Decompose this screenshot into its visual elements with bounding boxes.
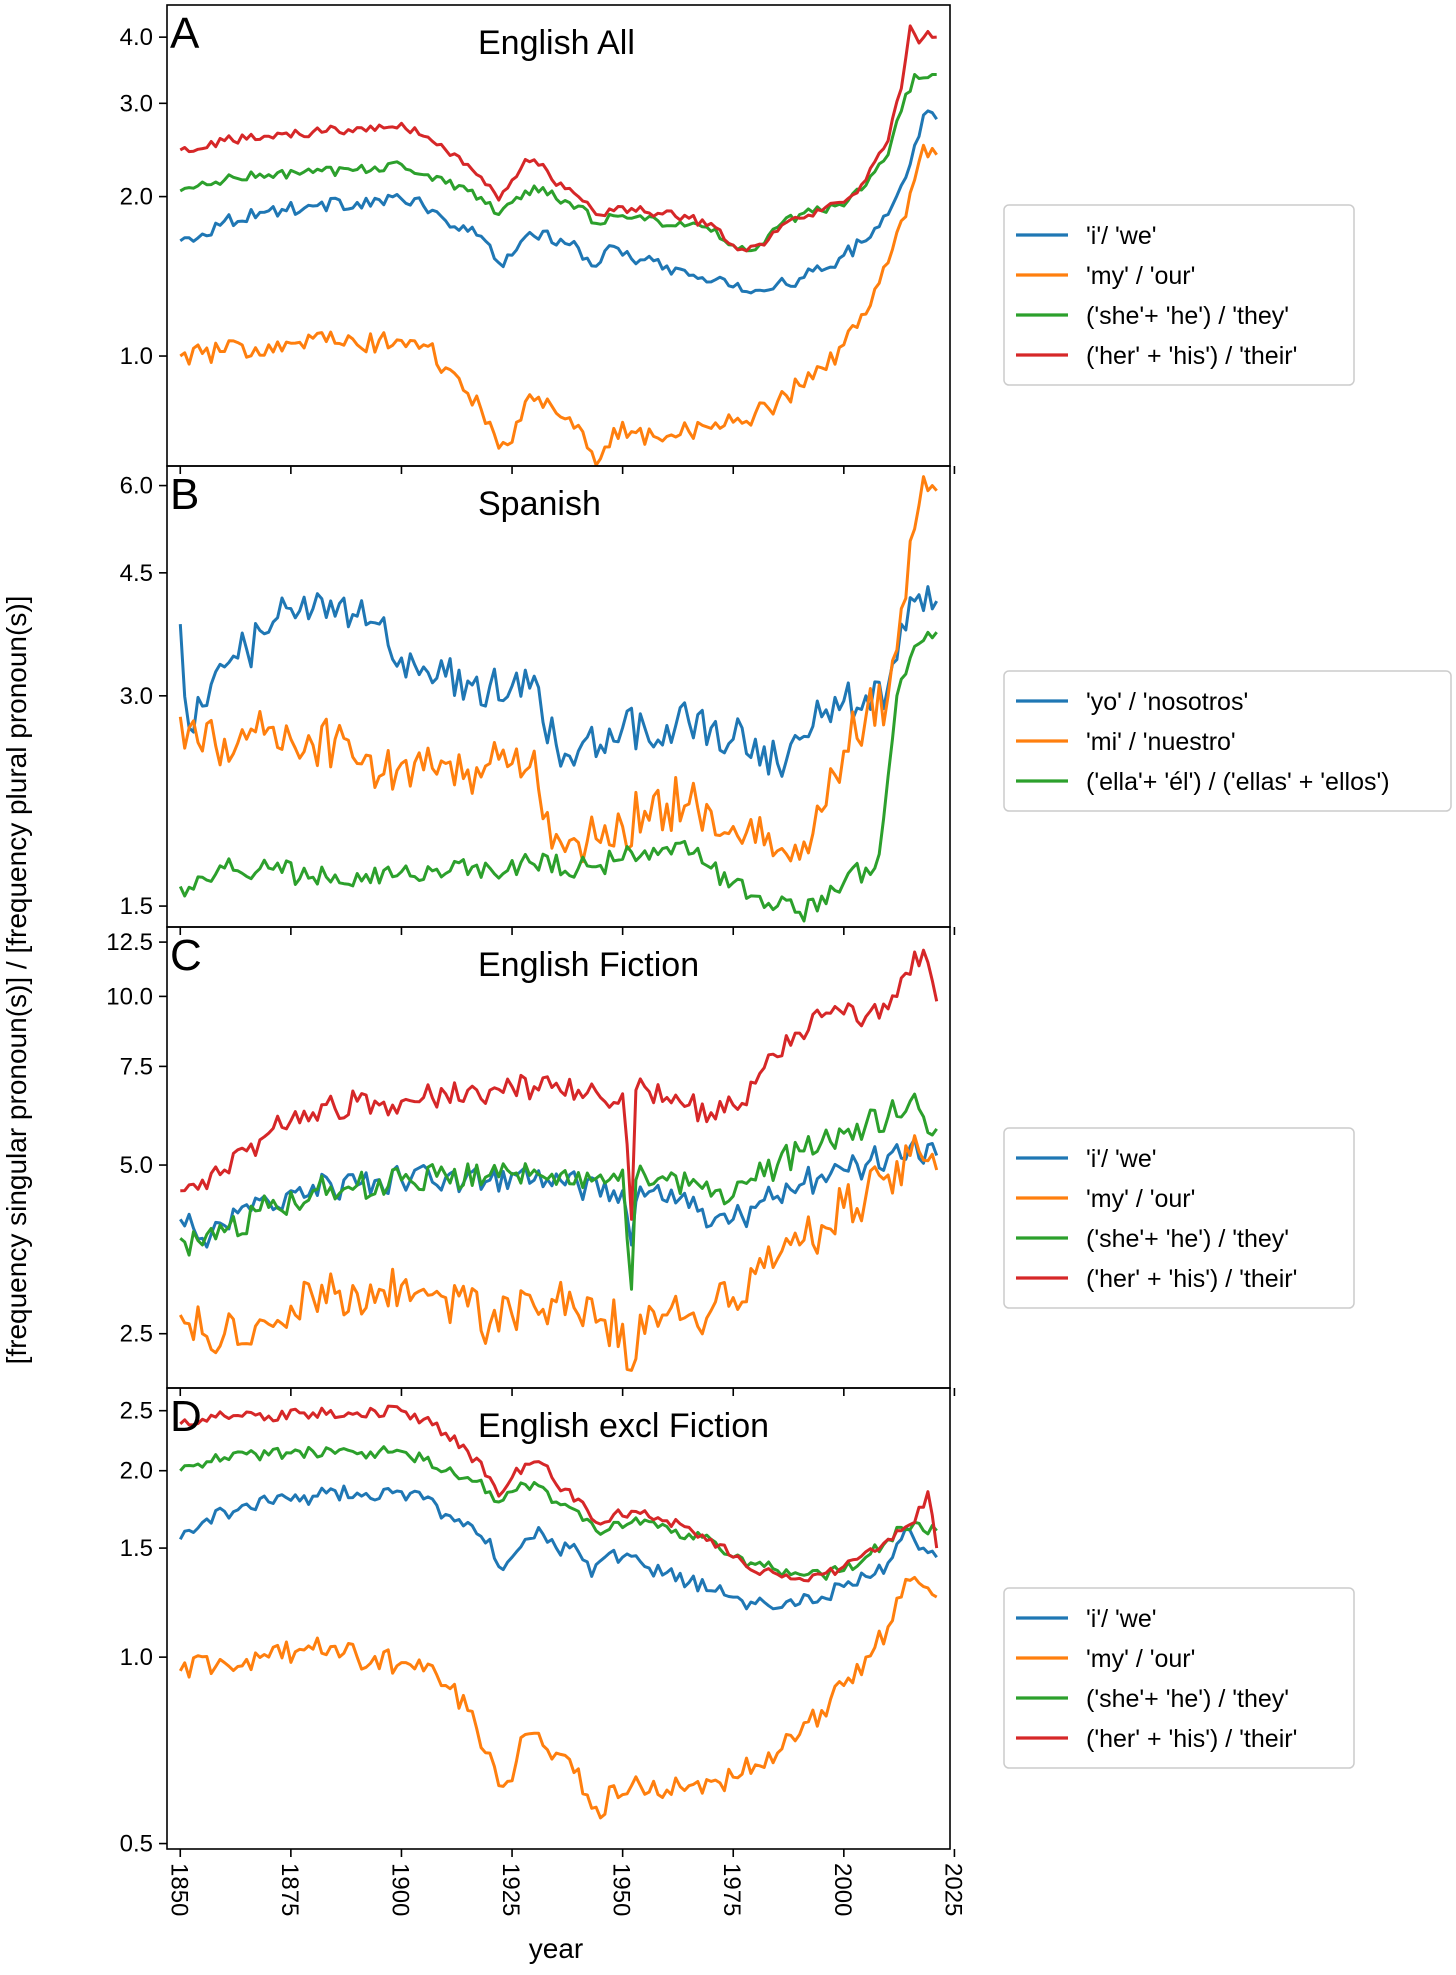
y-tick-label: 2.0 bbox=[120, 184, 153, 211]
legend-box bbox=[1003, 1587, 1355, 1769]
legend-box bbox=[1003, 670, 1452, 812]
series-line-4 bbox=[179, 24, 937, 253]
y-tick-label: 3.0 bbox=[120, 90, 153, 117]
y-tick-label: 4.5 bbox=[120, 560, 153, 587]
panel-title: English excl Fiction bbox=[478, 1407, 769, 1445]
plot-frame bbox=[166, 1387, 951, 1850]
legend-label: ('her' + 'his') / 'their' bbox=[1086, 1265, 1297, 1293]
panel-title: Spanish bbox=[478, 485, 601, 523]
legend-label: 'my' / 'our' bbox=[1086, 1185, 1195, 1213]
panel-title: English Fiction bbox=[478, 946, 699, 984]
legend-label: 'i'/ 'we' bbox=[1086, 1605, 1157, 1633]
legend-label: ('ella'+ 'él') / ('ellas' + 'ellos') bbox=[1086, 768, 1390, 796]
panel-letter: C bbox=[170, 931, 202, 980]
y-tick-label: 7.5 bbox=[120, 1053, 153, 1080]
legend-label: ('she'+ 'he') / 'they' bbox=[1086, 1685, 1289, 1713]
y-tick-label: 10.0 bbox=[106, 983, 153, 1010]
legend-label: 'i'/ 'we' bbox=[1086, 222, 1157, 250]
panel-d: 0.5 1.0 1.5 2.0 2.5 D English excl Fiction 'i'/… bbox=[120, 1387, 1355, 1858]
series-line-1 bbox=[178, 585, 939, 778]
legend-label: 'my' / 'our' bbox=[1086, 1645, 1195, 1673]
series-line-3 bbox=[179, 1445, 938, 1581]
panel-b: 1.5 3.0 4.5 6.0 B Spanish 'yo' / 'nosotros' 'mi… bbox=[120, 465, 1452, 935]
panel-letter: A bbox=[170, 9, 200, 58]
legend-label: 'mi' / 'nuestro' bbox=[1086, 728, 1236, 756]
legend-box bbox=[1003, 204, 1355, 386]
series-line-4 bbox=[180, 948, 939, 1221]
series-line-2 bbox=[178, 1575, 938, 1820]
panel-title: English All bbox=[478, 24, 635, 62]
x-tick-label: 1900 bbox=[386, 1863, 413, 1916]
plot-frame bbox=[166, 4, 951, 467]
legend: 'i'/ 'we' 'my' / 'our' ('she'+ 'he') / 'th… bbox=[1003, 1127, 1355, 1309]
series-line-2 bbox=[178, 475, 938, 864]
series-line-4 bbox=[179, 1404, 939, 1583]
series-line-1 bbox=[178, 1484, 938, 1611]
x-tick-label: 2025 bbox=[939, 1863, 966, 1916]
legend: 'i'/ 'we' 'my' / 'our' ('she'+ 'he') / 'th… bbox=[1003, 204, 1355, 386]
plot-frame bbox=[166, 465, 951, 928]
x-tick-label: 1850 bbox=[165, 1863, 192, 1916]
y-tick-label: 6.0 bbox=[120, 473, 153, 500]
y-tick-label: 1.5 bbox=[120, 893, 153, 920]
y-tick-label: 12.5 bbox=[106, 929, 153, 956]
series-line-2 bbox=[179, 143, 938, 466]
x-tick-label: 1875 bbox=[276, 1863, 303, 1916]
panel-a: 1.0 2.0 3.0 4.0 A English All 'i'/ 'we' 'my' / … bbox=[120, 4, 1355, 474]
panel-letter: D bbox=[170, 1392, 202, 1441]
y-tick-label: 1.0 bbox=[120, 1644, 153, 1671]
series-line-1 bbox=[179, 1137, 939, 1249]
x-tick-label: 1975 bbox=[718, 1863, 745, 1916]
legend-label: 'my' / 'our' bbox=[1086, 262, 1195, 290]
panels-layer: 1.0 2.0 3.0 4.0 A English All 'i'/ 'we' 'my' / … bbox=[106, 4, 1452, 1916]
legend: 'i'/ 'we' 'my' / 'our' ('she'+ 'he') / 'th… bbox=[1003, 1587, 1355, 1769]
legend: 'yo' / 'nosotros' 'mi' / 'nuestro' ('ella'… bbox=[1003, 670, 1452, 812]
y-tick-label: 2.5 bbox=[120, 1321, 153, 1348]
series-line-2 bbox=[178, 1134, 939, 1372]
panel-letter: B bbox=[170, 470, 199, 519]
y-tick-label: 1.5 bbox=[120, 1535, 153, 1562]
y-tick-label: 0.5 bbox=[120, 1831, 153, 1858]
panel-c: 2.5 5.0 7.5 10.0 12.5 C English Fiction 'i'/ 'w… bbox=[106, 926, 1355, 1396]
x-tick-label: 1925 bbox=[497, 1863, 524, 1916]
legend-label: ('her' + 'his') / 'their' bbox=[1086, 342, 1297, 370]
legend-box bbox=[1003, 1127, 1355, 1309]
y-tick-label: 3.0 bbox=[120, 683, 153, 710]
plot-frame bbox=[166, 926, 951, 1389]
y-tick-label: 5.0 bbox=[120, 1152, 153, 1179]
legend-label: ('she'+ 'he') / 'they' bbox=[1086, 1225, 1289, 1253]
x-tick-label: 1950 bbox=[608, 1863, 635, 1916]
y-tick-label: 1.0 bbox=[120, 343, 153, 370]
x-axis-title: year bbox=[529, 1933, 583, 1964]
legend-label: ('she'+ 'he') / 'they' bbox=[1086, 302, 1289, 330]
y-tick-label: 4.0 bbox=[120, 24, 153, 51]
x-tick-label: 2000 bbox=[829, 1863, 856, 1916]
series-line-3 bbox=[178, 630, 938, 923]
y-tick-label: 2.5 bbox=[120, 1398, 153, 1425]
series-line-1 bbox=[179, 109, 938, 295]
series-line-3 bbox=[179, 73, 937, 253]
y-tick-label: 2.0 bbox=[120, 1458, 153, 1485]
legend-label: 'i'/ 'we' bbox=[1086, 1145, 1157, 1173]
legend-label: ('her' + 'his') / 'their' bbox=[1086, 1725, 1297, 1753]
y-axis-title: [frequency singular pronoun(s)] / [frequ… bbox=[1, 596, 32, 1365]
legend-label: 'yo' / 'nosotros' bbox=[1086, 688, 1248, 716]
series-line-3 bbox=[179, 1092, 938, 1291]
